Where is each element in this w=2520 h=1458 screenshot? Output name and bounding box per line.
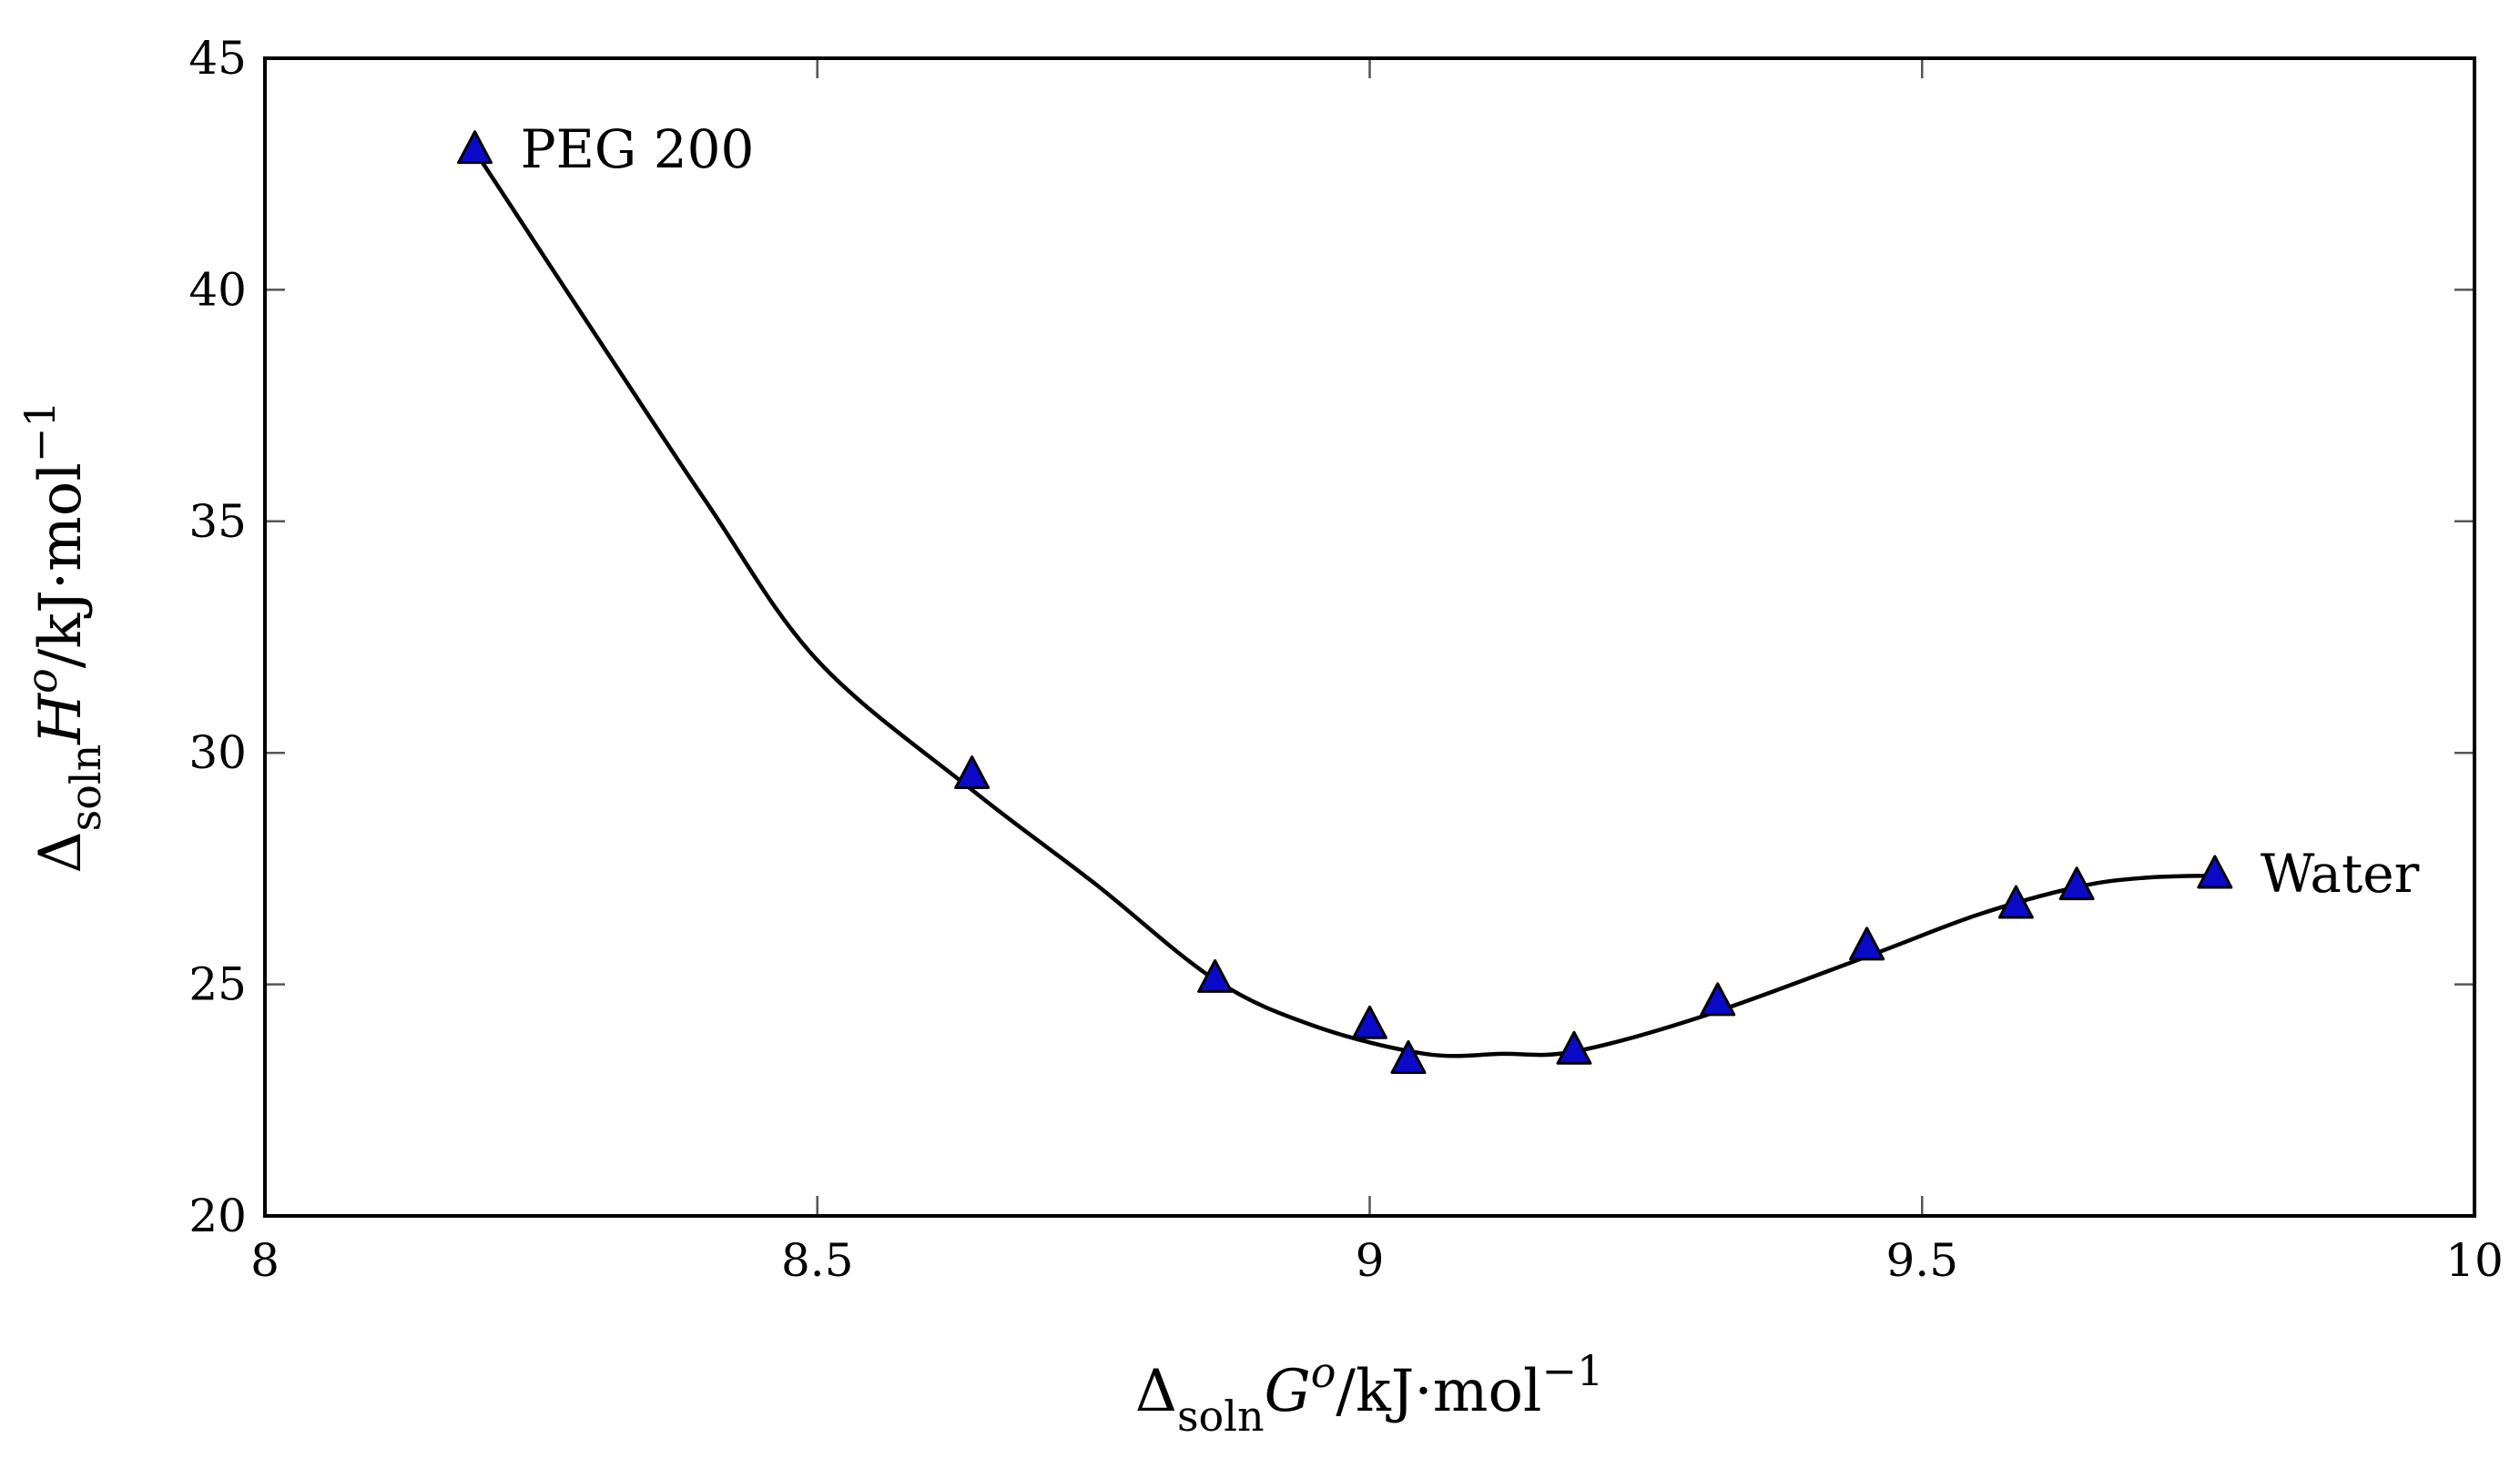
data-point [1556, 1030, 1592, 1065]
data-point [1997, 885, 2034, 919]
y-axis-title: ΔsolnHo/kJ·mol−1 [15, 400, 110, 873]
tick-marks [265, 58, 2474, 1216]
x-tick-label: 8.5 [781, 1234, 854, 1287]
fit-curve [472, 148, 2218, 1058]
y-tick-label: 45 [188, 32, 247, 85]
x-tick-label: 9 [1356, 1234, 1385, 1287]
data-point [1849, 926, 1885, 961]
x-axis-title: ΔsolnGo/kJ·mol−1 [1135, 1346, 1604, 1441]
data-point [1700, 982, 1736, 1017]
data-point [1390, 1039, 1427, 1074]
plot-frame [263, 56, 2476, 1218]
y-tick-label: 20 [188, 1190, 247, 1242]
y-tick-label: 30 [188, 726, 247, 779]
data-point [954, 755, 991, 790]
x-tick-label: 8 [250, 1234, 279, 1287]
y-tick-label: 25 [188, 958, 247, 1011]
annotations: PEG 200 Water [521, 118, 2420, 905]
point-annotation: Water [2261, 843, 2420, 905]
data-point [1352, 1005, 1387, 1039]
point-annotation: PEG 200 [521, 118, 755, 180]
y-tick-label: 40 [188, 263, 247, 316]
x-tick-label: 9.5 [1885, 1234, 1958, 1287]
data-markers [457, 130, 2233, 1074]
x-tick-label: 10 [2445, 1234, 2504, 1287]
data-point [457, 130, 493, 165]
y-tick-label: 35 [188, 495, 247, 548]
data-point [2058, 866, 2095, 901]
data-point [2197, 855, 2233, 889]
tick-labels: 8 8.5 9 9.5 10 20 25 30 35 40 45 [188, 32, 2503, 1287]
data-point [1197, 958, 1234, 993]
